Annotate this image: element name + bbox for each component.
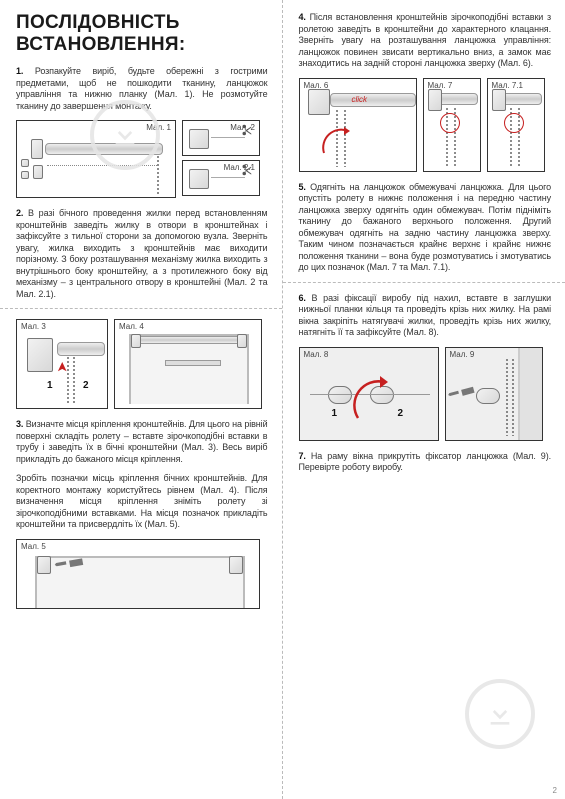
page-title: ПОСЛІДОВНІСТЬ ВСТАНОВЛЕННЯ: xyxy=(16,12,268,56)
page: ПОСЛІДОВНІСТЬ ВСТАНОВЛЕННЯ: 1. Розпакуйт… xyxy=(0,0,565,799)
figure-5: Мал. 5 xyxy=(16,539,260,609)
badge-2: 2 xyxy=(83,380,89,391)
fig-label-21: Мал. 2.1 xyxy=(224,163,255,172)
fig-label-8: Мал. 8 xyxy=(304,350,329,359)
fig-label-9: Мал. 9 xyxy=(450,350,475,359)
step-5: 5. Одягніть на ланцюжок обмежувачі ланцю… xyxy=(299,182,552,274)
left-column: ПОСЛІДОВНІСТЬ ВСТАНОВЛЕННЯ: 1. Розпакуйт… xyxy=(0,0,283,799)
curved-arrow-icon xyxy=(350,368,390,428)
figure-2: Мал. 2 xyxy=(182,120,260,156)
figure-7-1: Мал. 7.1 xyxy=(487,78,545,172)
badge-1: 1 xyxy=(47,380,53,391)
section-divider-2 xyxy=(283,282,565,283)
fig-row-4: Мал. 6 click Мал. 7 Мал. 7. xyxy=(299,78,552,172)
badge-1b: 1 xyxy=(332,408,338,419)
fig-label-3: Мал. 3 xyxy=(21,322,46,331)
watermark-icon xyxy=(465,679,535,749)
step-7: 7. На раму вікна прикрутіть фіксатор лан… xyxy=(299,451,552,474)
right-column: 4. Після встановлення кронштейнів зірочк… xyxy=(283,0,565,799)
fig-label-2: Мал. 2 xyxy=(230,123,255,132)
fig-label-71: Мал. 7.1 xyxy=(492,81,523,90)
figure-3: Мал. 3 ➤ 1 2 xyxy=(16,319,108,409)
curved-arrow-icon xyxy=(318,123,358,163)
fig-label-4: Мал. 4 xyxy=(119,322,144,331)
watermark-icon xyxy=(90,100,160,170)
fig-label-5: Мал. 5 xyxy=(21,542,46,551)
figure-2-1: Мал. 2.1 xyxy=(182,160,260,196)
page-number: 2 xyxy=(553,786,557,795)
figure-4: Мал. 4 xyxy=(114,319,262,409)
step-3a: 3. Визначте місця кріплення кронштейнів.… xyxy=(16,419,268,465)
click-label: click xyxy=(352,95,368,104)
fig-row-2: Мал. 3 ➤ 1 2 Мал. 4 xyxy=(16,319,268,409)
figure-6: Мал. 6 click xyxy=(299,78,417,172)
fig-row-3: Мал. 5 xyxy=(16,539,268,609)
step-4: 4. Після встановлення кронштейнів зірочк… xyxy=(299,12,552,70)
fig-label-7: Мал. 7 xyxy=(428,81,453,90)
fig-label-6: Мал. 6 xyxy=(304,81,329,90)
step-3b: Зробіть позначки місць кріплення бічних … xyxy=(16,473,268,531)
figure-7: Мал. 7 xyxy=(423,78,481,172)
section-divider-1 xyxy=(0,308,282,309)
arrow-icon: ➤ xyxy=(55,362,69,372)
figure-9: Мал. 9 xyxy=(445,347,543,441)
badge-2b: 2 xyxy=(398,408,404,419)
fig-row-5: Мал. 8 1 2 Мал. 9 xyxy=(299,347,552,441)
figure-8: Мал. 8 1 2 xyxy=(299,347,439,441)
step-2: 2. В разі бічного проведення жилки перед… xyxy=(16,208,268,300)
step-6: 6. В разі фіксації виробу під нахил, вст… xyxy=(299,293,552,339)
